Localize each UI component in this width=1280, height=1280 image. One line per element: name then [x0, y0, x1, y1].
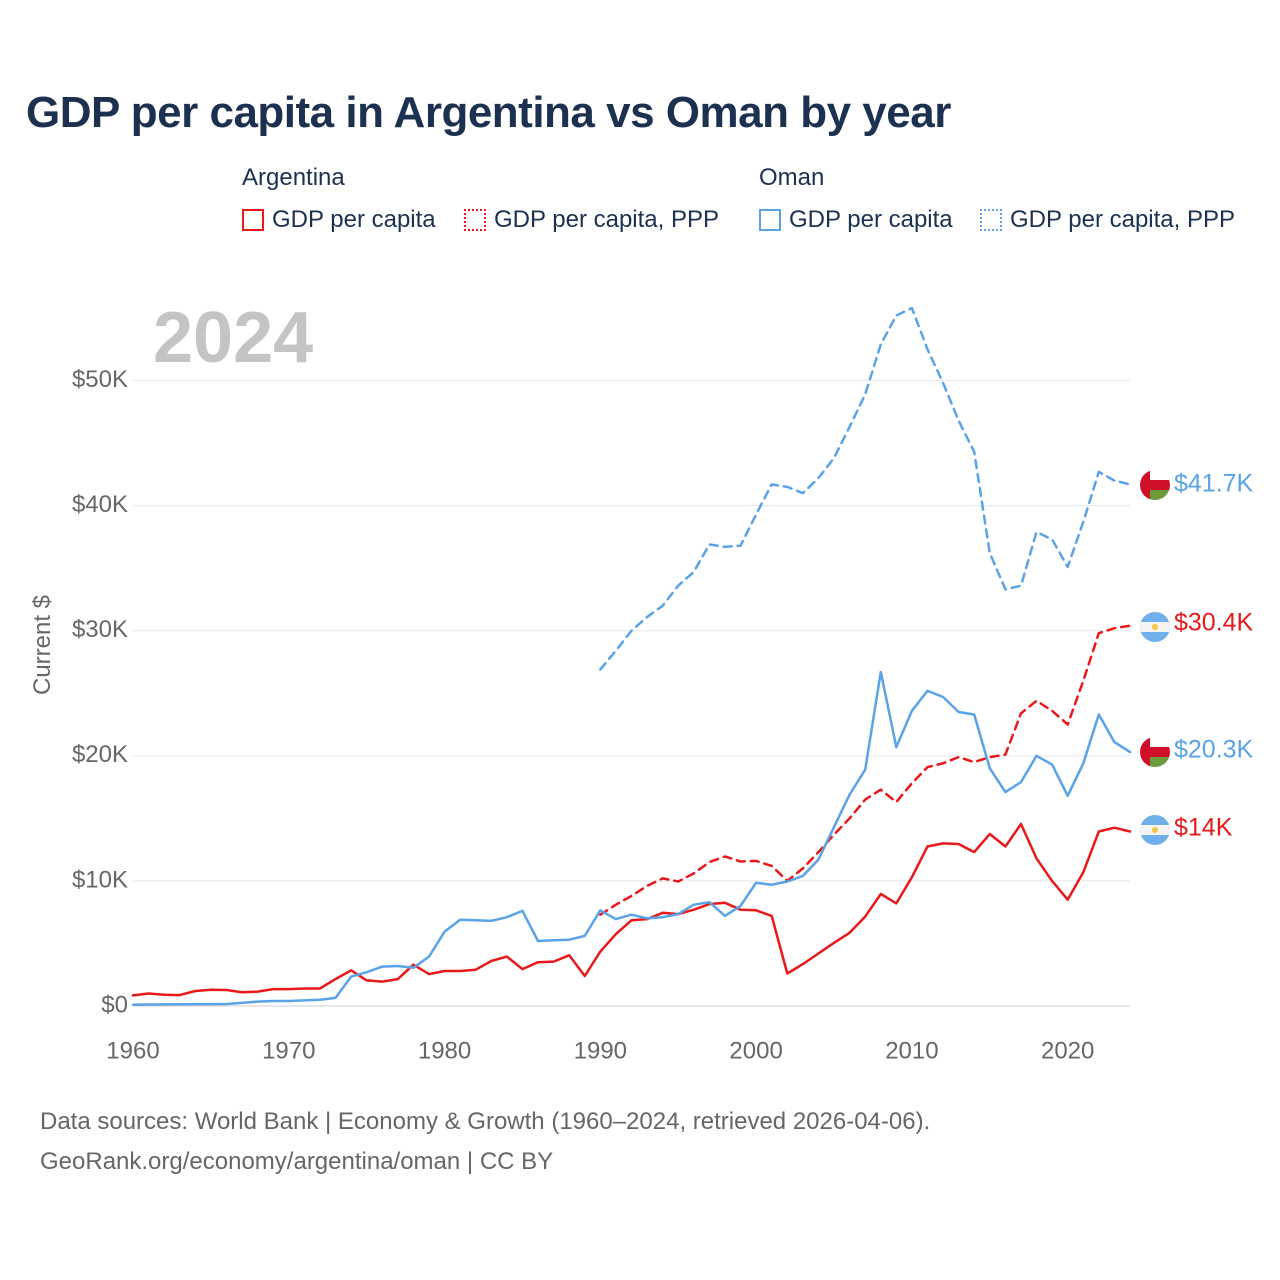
x-tick-label: 2020: [1041, 1037, 1094, 1064]
legend-label: GDP per capita: [272, 206, 436, 233]
legend-swatch-dotted-red: [464, 209, 486, 231]
x-tick-label: 1990: [574, 1037, 627, 1064]
legend-item-oman-gdp-ppp[interactable]: GDP per capita, PPP: [980, 206, 1235, 234]
x-tick-label: 1960: [106, 1037, 159, 1064]
end-label-argentina-gdp: $14K: [1174, 814, 1233, 842]
series-line-1: [131, 822, 1132, 997]
legend-label: GDP per capita: [789, 206, 953, 233]
series-line-4: [599, 306, 1132, 671]
x-tick-label: 1970: [262, 1037, 315, 1064]
y-axis-label: Current $: [29, 595, 56, 695]
y-tick-label: $10K: [72, 866, 128, 893]
x-tick-label: 2000: [729, 1037, 782, 1064]
footer-url: GeoRank.org/economy/argentina/oman | CC …: [40, 1148, 554, 1175]
flag-argentina-icon: [1140, 612, 1170, 642]
flag-argentina-icon: [1140, 815, 1170, 845]
end-label-argentina-ppp: $30.4K: [1174, 609, 1254, 637]
y-tick-label: $30K: [72, 616, 128, 643]
y-tick-label: $0: [101, 991, 128, 1018]
legend-label: GDP per capita, PPP: [1010, 206, 1235, 233]
y-tick-label: $40K: [72, 491, 128, 518]
end-label-oman-gdp: $20.3K: [1174, 736, 1254, 764]
x-tick-label: 2010: [885, 1037, 938, 1064]
series-line-2: [599, 624, 1132, 916]
legend-item-oman-gdp[interactable]: GDP per capita: [759, 206, 953, 234]
legend-swatch-solid-red: [242, 209, 264, 231]
footer-sources: Data sources: World Bank | Economy & Gro…: [40, 1108, 931, 1135]
legend-label: GDP per capita, PPP: [494, 206, 719, 233]
legend-item-argentina-gdp-ppp[interactable]: GDP per capita, PPP: [464, 206, 719, 234]
chart-title: GDP per capita in Argentina vs Oman by y…: [26, 88, 951, 137]
legend-group-oman: Oman: [759, 164, 825, 191]
year-watermark: 2024: [153, 298, 313, 378]
end-label-oman-ppp: $41.7K: [1174, 470, 1254, 498]
legend-item-argentina-gdp[interactable]: GDP per capita: [242, 206, 436, 234]
legend-swatch-solid-blue: [759, 209, 781, 231]
legend-swatch-dotted-blue: [980, 209, 1002, 231]
flag-oman-icon: [1140, 470, 1170, 500]
series-line-3: [131, 670, 1132, 1006]
flag-oman-icon: [1140, 737, 1170, 767]
y-tick-label: $50K: [72, 366, 128, 393]
legend-group-argentina: Argentina: [242, 164, 345, 191]
x-tick-label: 1980: [418, 1037, 471, 1064]
y-tick-label: $20K: [72, 741, 128, 768]
